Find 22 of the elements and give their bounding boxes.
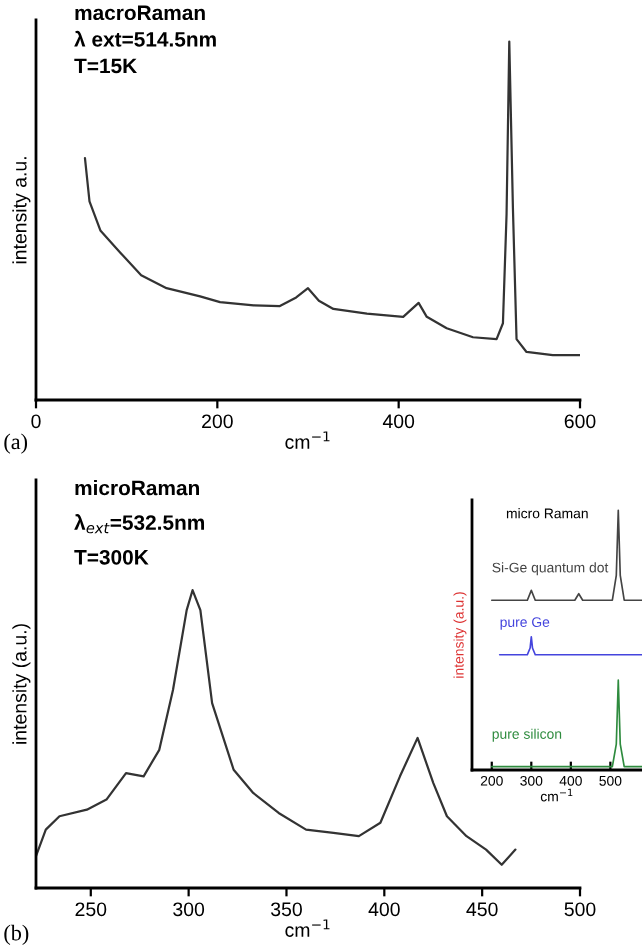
annotation: T=15K: [74, 58, 137, 74]
text: (b): [4, 924, 29, 945]
x-tick-label: 400: [368, 902, 400, 917]
y-axis-title: intensity a.u.: [12, 157, 31, 264]
x-tick-label: 250: [75, 902, 107, 917]
x-tick-label: 500: [564, 902, 596, 917]
x-tick-label: 400: [382, 414, 415, 429]
x-tick-label: 350: [271, 902, 302, 917]
text: T=300K: [74, 549, 149, 565]
x-tick-label: 200: [202, 414, 233, 429]
y-axis-title: intensity (a.u.): [12, 624, 31, 744]
text: λ$_{ext}$=532.5nm: [74, 514, 205, 534]
text: microRaman: [75, 480, 199, 496]
x-tick-label: 300: [173, 902, 205, 917]
x-axis-title: cm$^{−1}$: [285, 919, 330, 937]
annotation: λ ext=514.5nm: [74, 30, 216, 47]
text: (a): [4, 433, 28, 454]
text: macroRaman: [75, 5, 205, 21]
x-axis-title: cm$^{−1}$: [285, 431, 330, 449]
x-tick-label: 450: [466, 902, 498, 917]
x-tick-label: 600: [564, 414, 596, 429]
x-tick-label: 0: [31, 414, 41, 429]
